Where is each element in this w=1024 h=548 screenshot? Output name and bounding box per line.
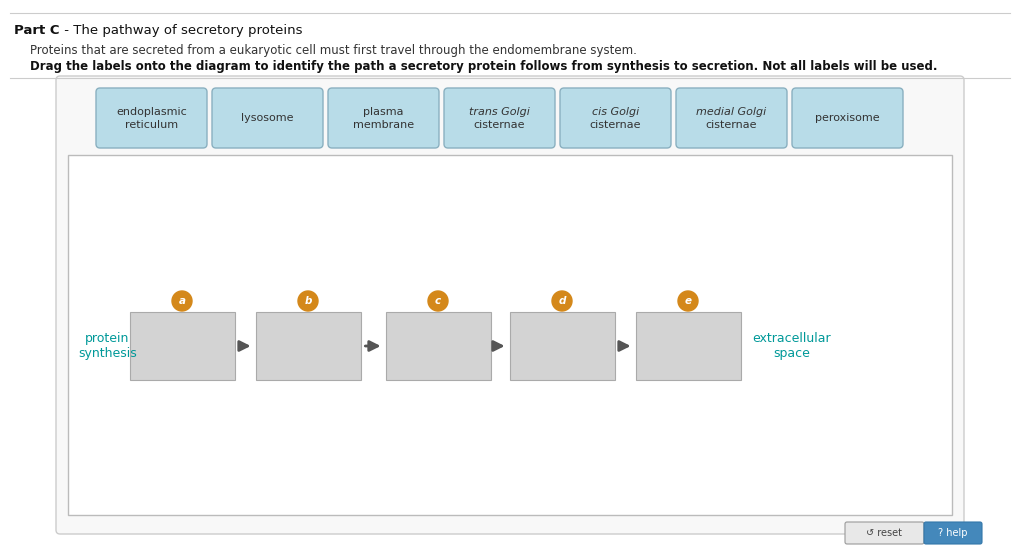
Text: d: d [558,296,565,306]
Text: cisternae: cisternae [590,120,641,130]
Text: protein
synthesis: protein synthesis [78,332,137,360]
Text: membrane: membrane [353,120,414,130]
FancyBboxPatch shape [56,76,964,534]
FancyBboxPatch shape [385,312,490,380]
FancyBboxPatch shape [256,312,360,380]
Text: - The pathway of secretory proteins: - The pathway of secretory proteins [60,24,302,37]
FancyBboxPatch shape [924,522,982,544]
Circle shape [172,291,193,311]
Text: medial Golgi: medial Golgi [696,107,767,117]
FancyBboxPatch shape [845,522,924,544]
FancyBboxPatch shape [444,88,555,148]
Text: cisternae: cisternae [474,120,525,130]
Text: reticulum: reticulum [125,120,178,130]
Text: cis Golgi: cis Golgi [592,107,639,117]
FancyBboxPatch shape [676,88,787,148]
FancyBboxPatch shape [636,312,740,380]
Text: plasma: plasma [364,107,403,117]
Text: Proteins that are secreted from a eukaryotic cell must first travel through the : Proteins that are secreted from a eukary… [30,44,637,57]
FancyBboxPatch shape [212,88,323,148]
Circle shape [552,291,572,311]
Text: e: e [684,296,691,306]
Circle shape [298,291,318,311]
FancyBboxPatch shape [96,88,207,148]
Text: endoplasmic: endoplasmic [116,107,186,117]
Text: c: c [435,296,441,306]
Text: ? help: ? help [938,528,968,538]
Circle shape [678,291,698,311]
FancyBboxPatch shape [510,312,614,380]
FancyBboxPatch shape [129,312,234,380]
Text: extracellular
space: extracellular space [752,332,830,360]
Text: Part C: Part C [14,24,59,37]
Text: trans Golgi: trans Golgi [469,107,530,117]
Text: peroxisome: peroxisome [815,113,880,123]
FancyBboxPatch shape [68,155,952,515]
Text: lysosome: lysosome [242,113,294,123]
Text: b: b [304,296,311,306]
Text: Drag the labels onto the diagram to identify the path a secretory protein follow: Drag the labels onto the diagram to iden… [30,60,938,73]
Text: cisternae: cisternae [706,120,758,130]
FancyBboxPatch shape [328,88,439,148]
Text: ↺ reset: ↺ reset [866,528,902,538]
FancyBboxPatch shape [560,88,671,148]
FancyBboxPatch shape [792,88,903,148]
Text: a: a [178,296,185,306]
Circle shape [428,291,449,311]
